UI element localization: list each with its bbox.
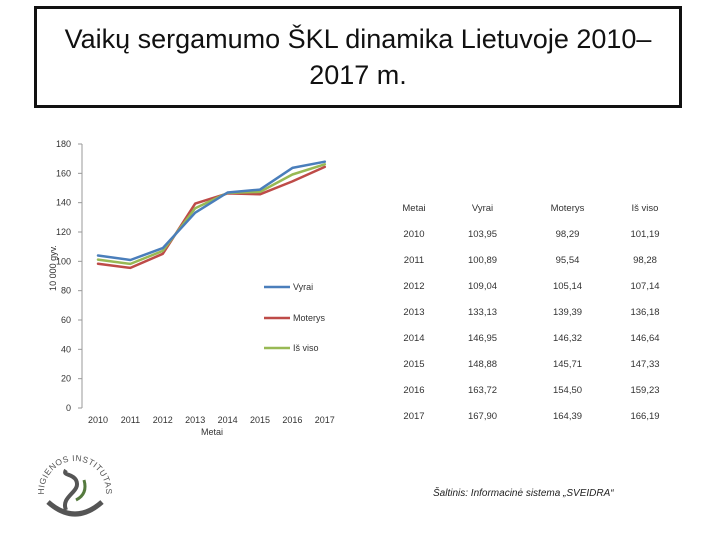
- series-line-2: [96, 165, 327, 270]
- table-cell: 98,29: [555, 228, 580, 240]
- table-cell: 159,23: [630, 384, 660, 396]
- table-cell: 2012: [403, 280, 425, 292]
- x-tick-label: 2012: [153, 415, 173, 425]
- table-cell: 147,33: [630, 358, 660, 370]
- table-cell: 105,14: [552, 280, 583, 292]
- table-row: 2013 133,13 139,39 136,18: [388, 299, 680, 325]
- table-header-row: Metai Vyrai Moterys Iš viso: [388, 195, 680, 221]
- x-tick-label: 2011: [121, 415, 140, 425]
- source-note: Šaltinis: Informacinė sistema „SVEIDRA“: [433, 488, 614, 499]
- table-cell: 100,89: [467, 254, 498, 266]
- table-cell: 95,54: [555, 254, 580, 266]
- series-line-1: [96, 160, 327, 262]
- table-cell: 166,19: [630, 410, 660, 422]
- table-cell: 139,39: [552, 306, 583, 318]
- table-row: 2011 100,89 95,54 98,28: [388, 247, 680, 273]
- y-tick-label: 180: [56, 139, 71, 149]
- table-header-women: Moterys: [550, 202, 585, 214]
- data-table: Metai Vyrai Moterys Iš viso 2010 103,95 98…: [388, 195, 680, 429]
- x-tick-label: 2017: [315, 415, 335, 425]
- table-cell: 2011: [403, 254, 425, 266]
- table-cell: 164,39: [552, 410, 583, 422]
- table-cell: 2014: [403, 332, 425, 344]
- table-cell: 2010: [403, 228, 425, 240]
- y-tick-label: 80: [61, 286, 71, 296]
- table-cell: 98,28: [633, 254, 657, 266]
- table-cell: 145,71: [552, 358, 583, 370]
- table-row: 2012 109,04 105,14 107,14: [388, 273, 680, 299]
- table-cell: 146,95: [467, 332, 498, 344]
- table-cell: 154,50: [552, 384, 583, 396]
- table-cell: 109,04: [467, 280, 498, 292]
- table-cell: 107,14: [630, 280, 660, 292]
- table-row: 2016 163,72 154,50 159,23: [388, 377, 680, 403]
- table-cell: 2016: [403, 384, 425, 396]
- y-tick-label: 140: [56, 198, 71, 208]
- table-cell: 2017: [403, 410, 425, 422]
- table-row: 2015 148,88 145,71 147,33: [388, 351, 680, 377]
- legend-label: Moterys: [293, 313, 326, 323]
- table-cell: 167,90: [467, 410, 498, 422]
- table-cell: 146,64: [630, 332, 660, 344]
- y-tick-label: 40: [61, 344, 71, 354]
- table-cell: 136,18: [630, 306, 660, 318]
- y-tick-label: 100: [56, 256, 71, 266]
- table-header-year: Metai: [402, 202, 426, 214]
- y-tick-label: 20: [61, 374, 71, 384]
- table-cell: 146,32: [552, 332, 583, 344]
- legend-label: Iš viso: [293, 343, 319, 353]
- x-tick-label: 2013: [185, 415, 205, 425]
- legend-label: Vyrai: [293, 282, 313, 292]
- page-title: Vaikų sergamumo ŠKL dinamika Lietuvoje 2…: [64, 24, 652, 90]
- table-cell: 2015: [403, 358, 425, 370]
- table-row: 2014 146,95 146,32 146,64: [388, 325, 680, 351]
- y-tick-label: 120: [56, 227, 71, 237]
- table-cell: 2013: [403, 306, 425, 318]
- y-axis-title: 10 000 gyv.: [48, 245, 58, 291]
- logo-leaf-icon: [75, 479, 87, 502]
- y-tick-label: 0: [66, 403, 71, 413]
- x-tick-label: 2014: [218, 415, 238, 425]
- table-row: 2017 167,90 164,39 166,19: [388, 403, 680, 429]
- table-header-total: Iš viso: [631, 202, 659, 214]
- x-tick-label: 2010: [88, 415, 108, 425]
- logo-serpent-icon: [62, 468, 79, 511]
- institute-logo: HIGIENOS INSTITUTAS: [36, 453, 114, 517]
- x-tick-label: 2015: [250, 415, 270, 425]
- table-cell: 133,13: [467, 306, 498, 318]
- series-line-3: [96, 163, 327, 266]
- y-tick-label: 160: [56, 168, 71, 178]
- table-cell: 148,88: [467, 358, 498, 370]
- table-cell: 163,72: [467, 384, 498, 396]
- x-axis-title: Metai: [201, 427, 223, 437]
- table-header-men: Vyrai: [471, 202, 494, 214]
- logo-bowl-icon: [46, 500, 104, 517]
- table-row: 2010 103,95 98,29 101,19: [388, 221, 680, 247]
- y-tick-label: 60: [61, 315, 71, 325]
- title-box: Vaikų sergamumo ŠKL dinamika Lietuvoje 2…: [34, 6, 682, 108]
- table-cell: 103,95: [467, 228, 498, 240]
- table-cell: 101,19: [630, 228, 660, 240]
- x-tick-label: 2016: [282, 415, 302, 425]
